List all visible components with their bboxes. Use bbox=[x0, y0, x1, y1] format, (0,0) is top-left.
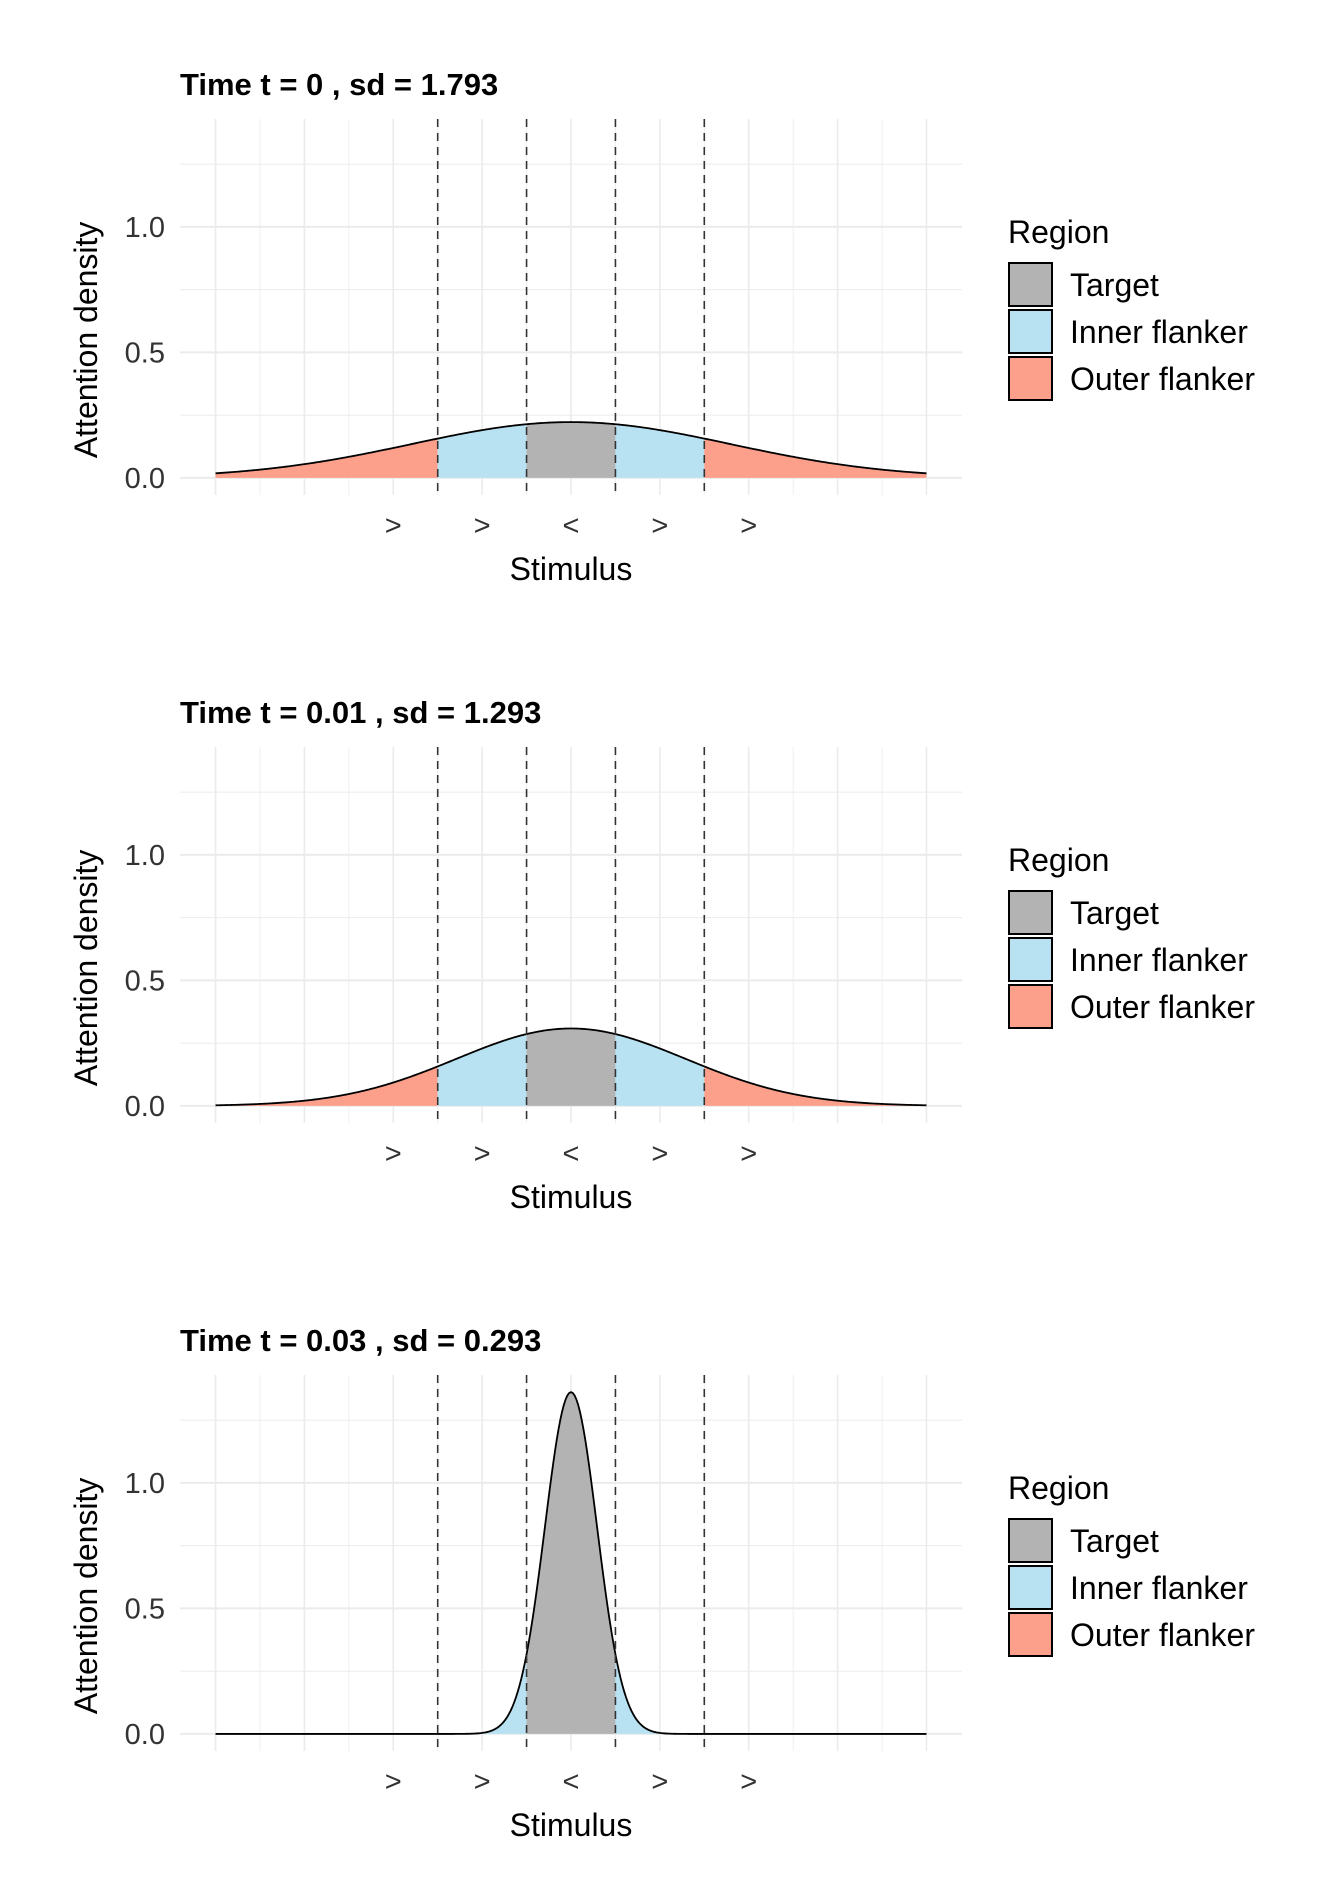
legend: Region Target Inner flanker Outer flanker bbox=[1008, 842, 1255, 1029]
x-tick-label: > bbox=[474, 1766, 491, 1798]
x-axis-title: Stimulus bbox=[510, 1807, 633, 1843]
y-tick-label: 0.0 bbox=[125, 1091, 165, 1123]
inner-flanker-area bbox=[437, 1654, 527, 1734]
y-tick-label: 1.0 bbox=[125, 212, 165, 244]
x-tick-label: < bbox=[563, 510, 580, 542]
legend-title: Region bbox=[1008, 1470, 1109, 1506]
x-tick-label: > bbox=[651, 1138, 668, 1170]
legend-label: Target bbox=[1070, 267, 1159, 303]
chart-panel-3: Time t = 0.03 , sd = 0.293 0.0 0.5 1.0 > > < > >… bbox=[68, 1323, 1255, 1843]
x-tick-label: > bbox=[474, 510, 491, 542]
x-tick-label: > bbox=[385, 1138, 402, 1170]
target-area bbox=[526, 1392, 616, 1734]
inner-flanker-area bbox=[437, 1034, 527, 1106]
outer-flanker-area bbox=[215, 1066, 438, 1106]
x-tick-label: < bbox=[563, 1138, 580, 1170]
legend-label: Outer flanker bbox=[1070, 361, 1255, 397]
x-tick-label: > bbox=[740, 510, 757, 542]
legend-key bbox=[1008, 1518, 1053, 1563]
x-tick-label: > bbox=[474, 1138, 491, 1170]
outer-flanker-area bbox=[704, 1066, 927, 1106]
density-curve bbox=[215, 1391, 927, 1735]
legend-key bbox=[1008, 262, 1053, 307]
chart-title: Time t = 0.01 , sd = 1.293 bbox=[180, 695, 541, 730]
y-axis-title: Attention density bbox=[68, 222, 104, 459]
x-tick-label: > bbox=[385, 510, 402, 542]
y-tick-label: 0.5 bbox=[125, 1593, 165, 1625]
y-axis-title: Attention density bbox=[68, 1478, 104, 1715]
chart-panel-2: Time t = 0.01 , sd = 1.293 0.0 0.5 1.0 > > < > >… bbox=[68, 695, 1255, 1215]
inner-flanker-area bbox=[615, 1654, 705, 1734]
legend-label: Outer flanker bbox=[1070, 989, 1255, 1025]
outer-flanker-area bbox=[704, 438, 927, 478]
density-curve bbox=[215, 1027, 927, 1107]
legend-key bbox=[1008, 309, 1053, 354]
chart-title: Time t = 0 , sd = 1.793 bbox=[180, 67, 498, 102]
y-tick-label: 0.5 bbox=[125, 965, 165, 997]
legend-title: Region bbox=[1008, 842, 1109, 878]
target-area bbox=[526, 422, 616, 478]
legend: Region Target Inner flanker Outer flanker bbox=[1008, 214, 1255, 401]
y-tick-label: 0.0 bbox=[125, 1719, 165, 1751]
x-tick-label: > bbox=[740, 1138, 757, 1170]
density-curve bbox=[215, 421, 927, 475]
x-tick-label: > bbox=[385, 1766, 402, 1798]
legend-label: Inner flanker bbox=[1070, 1570, 1248, 1606]
x-tick-label: > bbox=[651, 1766, 668, 1798]
inner-flanker-area bbox=[615, 424, 705, 478]
legend-title: Region bbox=[1008, 214, 1109, 250]
chart-panel-1: Time t = 0 , sd = 1.793 0.0 0.5 1.0 > > < > > Sti… bbox=[68, 67, 1255, 587]
x-axis-title: Stimulus bbox=[510, 1179, 633, 1215]
chart-title: Time t = 0.03 , sd = 0.293 bbox=[180, 1323, 541, 1358]
legend-label: Target bbox=[1070, 1523, 1159, 1559]
y-axis-title: Attention density bbox=[68, 850, 104, 1087]
y-tick-label: 0.5 bbox=[125, 337, 165, 369]
legend-label: Outer flanker bbox=[1070, 1617, 1255, 1653]
inner-flanker-area bbox=[437, 424, 527, 478]
legend-key bbox=[1008, 1612, 1053, 1657]
legend-label: Inner flanker bbox=[1070, 942, 1248, 978]
y-tick-label: 1.0 bbox=[125, 1468, 165, 1500]
legend-key bbox=[1008, 1565, 1053, 1610]
inner-flanker-area bbox=[615, 1034, 705, 1106]
x-axis-title: Stimulus bbox=[510, 551, 633, 587]
legend-key bbox=[1008, 890, 1053, 935]
legend-label: Target bbox=[1070, 895, 1159, 931]
y-tick-label: 1.0 bbox=[125, 840, 165, 872]
target-area bbox=[526, 1028, 616, 1106]
legend: Region Target Inner flanker Outer flanker bbox=[1008, 1470, 1255, 1657]
legend-key bbox=[1008, 984, 1053, 1029]
legend-label: Inner flanker bbox=[1070, 314, 1248, 350]
legend-key bbox=[1008, 356, 1053, 401]
y-tick-label: 0.0 bbox=[125, 463, 165, 495]
x-tick-label: > bbox=[651, 510, 668, 542]
x-tick-label: > bbox=[740, 1766, 757, 1798]
x-tick-label: < bbox=[563, 1766, 580, 1798]
legend-key bbox=[1008, 937, 1053, 982]
outer-flanker-area bbox=[215, 438, 438, 478]
